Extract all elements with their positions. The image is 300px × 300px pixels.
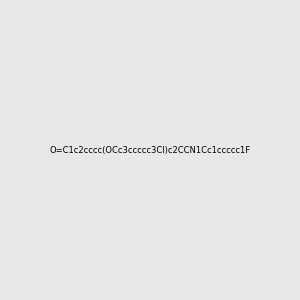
Text: O=C1c2cccc(OCc3ccccc3Cl)c2CCN1Cc1ccccc1F: O=C1c2cccc(OCc3ccccc3Cl)c2CCN1Cc1ccccc1F: [50, 146, 250, 154]
